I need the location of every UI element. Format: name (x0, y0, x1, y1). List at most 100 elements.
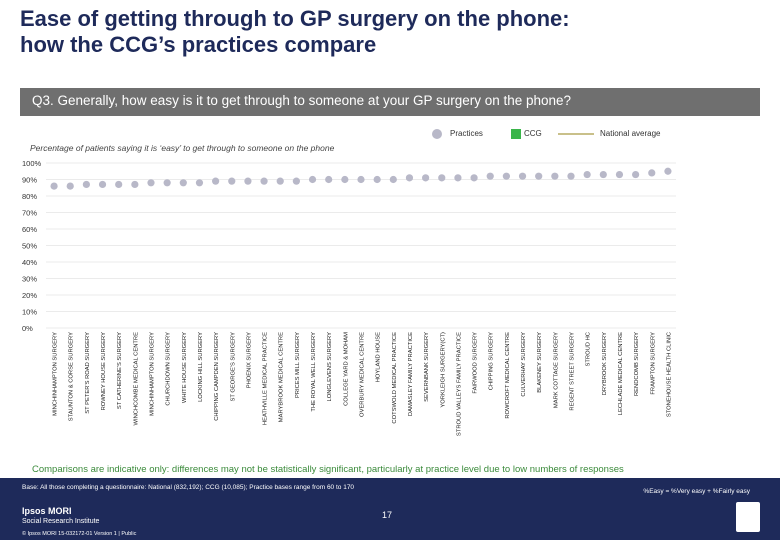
practice-point (518, 172, 527, 180)
x-tick-label: HOYLAND HOUSE (376, 332, 382, 382)
y-tick-labels: 0% 10% 20% 30% 40% 50% 60% 70% 80% 90% 100% (22, 159, 42, 333)
x-tick-label: CHIPPING CAMPDEN SURGERY (214, 332, 220, 421)
base-note: Base: All those completing a questionnai… (22, 484, 355, 491)
y-tick-label: 80% (22, 192, 37, 201)
x-tick-label: ROWNEY HOUSE SURGERY (101, 332, 107, 411)
x-tick-label: ST CATHERINE'S SURGERY (117, 332, 123, 409)
practice-point (147, 179, 155, 187)
practice-point (276, 177, 284, 185)
x-tick-label: COTSWOLD MEDICAL PRACTICE (392, 332, 398, 424)
footer: Base: All those completing a questionnai… (0, 478, 780, 540)
x-tick-label: LONGLEVENS SURGERY (327, 332, 333, 402)
x-tick-label: MARYBROOK MEDICAL CENTRE (279, 332, 285, 422)
x-tick-label: SEVERNBANK SURGERY (424, 332, 430, 402)
practice-point (551, 172, 559, 180)
x-tick-labels: MINCHINHAMPTON SURGERY STAUNTON & CORSE S… (53, 332, 673, 436)
y-tick-label: 40% (22, 258, 37, 267)
ipsos-mori-logo-text: Ipsos MORI (22, 506, 72, 516)
chart-legend: Practices CCG National average (430, 126, 750, 142)
x-tick-label: STROUD HC (586, 332, 592, 366)
ipsos-logo-icon (736, 502, 760, 532)
question-text: Q3. Generally, how easy is it to get thr… (32, 93, 572, 108)
practice-point (438, 174, 446, 182)
practice-point (470, 174, 478, 182)
title-bar: Ease of getting through to GP surgery on… (0, 0, 780, 66)
x-tick-label: PHOENIX SURGERY (246, 332, 252, 388)
practice-point (98, 180, 107, 189)
practice-point (212, 177, 220, 185)
practice-point (131, 180, 139, 189)
question-bar: Q3. Generally, how easy is it to get thr… (20, 88, 760, 116)
y-tick-label: 70% (22, 209, 37, 218)
ccg-legend-icon (511, 129, 521, 139)
legend-practices-label: Practices (450, 129, 483, 138)
practice-point (422, 174, 430, 182)
x-tick-label: CHIPPING SURGERY (489, 332, 495, 390)
x-tick-label: COLLEGE YARD & MOHAM (343, 332, 349, 406)
practice-point (115, 180, 123, 189)
practice-point (195, 179, 204, 187)
practice-point (389, 175, 397, 184)
easy-definition: %Easy = %Very easy + %Fairly easy (643, 488, 750, 495)
x-tick-label: CHURCHDOWN SURGERY (166, 332, 172, 406)
y-tick-label: 20% (22, 291, 37, 300)
x-tick-label: THE ROYAL WELL SURGERY (311, 332, 317, 412)
x-tick-label: WHITE HOUSE SURGERY (182, 332, 188, 403)
title-line-1: Ease of getting through to GP surgery on… (20, 6, 570, 31)
practice-point (163, 179, 171, 187)
y-tick-label: 90% (22, 176, 37, 185)
practices-legend-icon (432, 129, 442, 139)
practice-point (341, 175, 349, 184)
grid-layer (46, 162, 676, 329)
x-tick-label: FRAMPTON SURGERY (650, 332, 656, 395)
practice-point (486, 172, 494, 180)
x-tick-label: PRICES MILL SURGERY (295, 332, 301, 398)
practice-point (648, 169, 656, 177)
title-line-2: how the CCG’s practices compare (20, 32, 377, 57)
scatter-chart: 0% 10% 20% 30% 40% 50% 60% 70% 80% 90% 100% MINCHI… (22, 159, 676, 436)
practice-point (179, 179, 187, 187)
practice-point (325, 175, 333, 184)
page-number: 17 (382, 510, 393, 520)
practice-point (357, 175, 365, 184)
y-tick-label: 100% (22, 159, 42, 168)
legend-national-label: National average (600, 129, 661, 138)
y-tick-label: 10% (22, 308, 37, 317)
x-tick-label: OVERBURY MEDICAL CENTRE (360, 332, 366, 417)
x-tick-label: BLAKENEY SURGERY (537, 332, 543, 393)
y-tick-label: 30% (22, 275, 37, 284)
practice-point (260, 177, 268, 185)
x-tick-label: MINCHINHAMPTON SURGERY (150, 332, 156, 416)
practice-point (583, 170, 591, 179)
x-tick-label: STROUD VALLEYS FAMILY PRACTICE (456, 332, 462, 436)
x-tick-label: FAIRWOOD SURGERY (473, 332, 479, 394)
y-tick-label: 50% (22, 242, 37, 251)
practice-point (632, 170, 640, 179)
x-tick-label: REGENT STREET SURGERY (570, 332, 576, 411)
data-points (50, 167, 672, 190)
x-tick-label: MINCHINHAMPTON SURGERY (53, 332, 59, 416)
practice-point (228, 177, 236, 185)
practice-point (535, 172, 543, 180)
x-tick-label: HEATHVILLE MEDICAL PRACTICE (263, 332, 269, 425)
x-tick-label: STONEHOUSE HEALTH CLINIC (666, 332, 672, 417)
y-tick-label: 0% (22, 324, 33, 333)
practice-point (502, 172, 510, 180)
x-tick-label: ST PETER'S ROAD SURGERY (85, 332, 91, 414)
legend-ccg-label: CCG (524, 129, 542, 138)
copyright-text: © Ipsos MORI 15-032172-01 Version 1 | Pu… (22, 531, 137, 537)
x-tick-label: WINCHCOMBE MEDICAL CENTRE (133, 332, 139, 426)
practice-point (664, 167, 672, 175)
practice-point (567, 172, 575, 180)
x-tick-label: LECHLADE MEDICAL CENTRE (618, 332, 624, 415)
x-tick-label: ROWCROFT MEDICAL CENTRE (505, 332, 511, 419)
disclaimer-text: Comparisons are indicative only: differe… (32, 464, 624, 475)
practice-point (599, 170, 607, 179)
practice-point (66, 182, 74, 190)
practice-point (292, 177, 300, 185)
x-tick-label: DRYBROOK SURGERY (602, 332, 608, 395)
practice-point (615, 170, 624, 179)
logo-subtitle: Social Research Institute (22, 518, 100, 525)
practice-point (454, 174, 462, 182)
x-tick-label: DAMASLEY FAMILY PRACTICE (408, 332, 414, 416)
